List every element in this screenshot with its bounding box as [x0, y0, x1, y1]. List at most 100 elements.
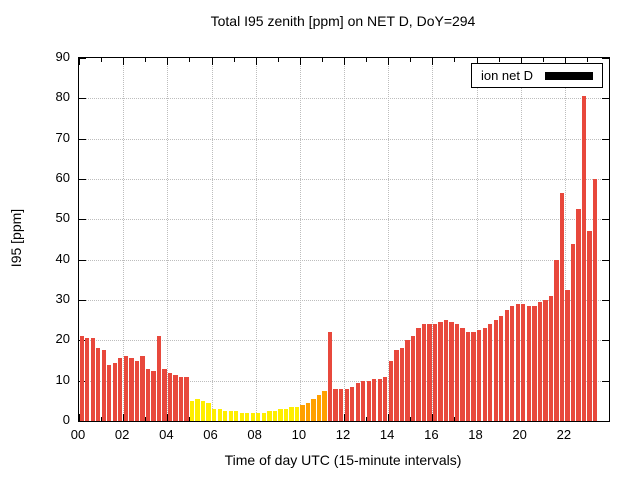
bar — [482, 328, 487, 421]
bar — [112, 362, 117, 421]
bar — [162, 368, 167, 421]
bar — [256, 412, 261, 421]
x-tick — [432, 58, 434, 65]
bar — [394, 350, 399, 421]
x-minor-tick — [189, 58, 191, 62]
bar — [195, 398, 200, 421]
y-tick — [602, 179, 609, 180]
legend: ion net D — [470, 63, 603, 88]
bar — [267, 410, 272, 421]
v-gridline — [388, 58, 390, 421]
y-tick-label: 60 — [55, 170, 70, 185]
x-minor-tick — [101, 58, 103, 62]
x-tick-label: 18 — [468, 427, 483, 442]
y-tick — [79, 421, 86, 422]
bar — [543, 300, 548, 421]
x-tick — [564, 58, 566, 65]
bar — [372, 378, 377, 421]
x-minor-tick — [233, 58, 235, 62]
bar — [388, 360, 393, 421]
x-tick-label: 06 — [203, 427, 218, 442]
v-gridline — [564, 58, 566, 421]
bar — [278, 408, 283, 421]
x-minor-tick — [542, 58, 544, 62]
bar — [548, 295, 554, 421]
bar — [570, 243, 576, 421]
y-tick-label: 50 — [55, 210, 70, 226]
legend-swatch — [545, 71, 593, 80]
bar — [300, 404, 305, 421]
bar — [438, 322, 443, 421]
x-minor-tick — [321, 58, 323, 62]
x-tick-label: 02 — [114, 427, 130, 442]
bar — [504, 310, 509, 421]
x-tick — [211, 58, 213, 65]
bar — [526, 306, 531, 421]
bar — [355, 382, 360, 421]
x-tick-label: 08 — [247, 427, 262, 442]
y-tick — [602, 259, 609, 261]
bar — [454, 324, 460, 421]
x-tick — [520, 58, 522, 65]
bar — [206, 402, 211, 421]
bar — [576, 209, 581, 421]
v-gridline — [432, 58, 434, 421]
bar — [432, 324, 438, 421]
bar — [399, 348, 405, 421]
bar — [223, 410, 228, 421]
bar — [189, 400, 195, 421]
y-tick — [602, 138, 609, 140]
bar — [427, 324, 432, 421]
bar — [554, 259, 559, 421]
bar — [283, 408, 289, 421]
bar — [200, 400, 206, 421]
y-tick-label: 0 — [62, 412, 70, 427]
bar — [327, 332, 333, 421]
y-tick — [79, 58, 86, 59]
bar — [449, 322, 454, 421]
bar — [471, 332, 476, 421]
bar — [145, 368, 151, 421]
y-tick — [79, 98, 86, 100]
legend-label: ion net D — [480, 68, 533, 83]
bar — [316, 394, 322, 421]
v-gridline — [123, 58, 125, 421]
bar — [465, 332, 471, 421]
y-tick — [602, 219, 609, 221]
v-gridline — [299, 58, 301, 421]
bar — [443, 320, 449, 421]
x-tick-label: 22 — [556, 427, 572, 442]
bar — [592, 179, 598, 421]
y-tick-label: 80 — [55, 89, 70, 105]
y-tick — [602, 98, 609, 100]
v-gridline — [167, 58, 169, 421]
y-tick — [79, 138, 86, 140]
y-tick — [79, 259, 86, 261]
bar — [515, 304, 520, 421]
bar — [178, 376, 184, 421]
bar — [581, 96, 587, 421]
y-tick — [79, 219, 86, 221]
bar — [129, 358, 134, 421]
x-tick-label: 16 — [424, 427, 439, 442]
bar — [156, 336, 162, 421]
bar — [173, 374, 178, 421]
x-tick — [255, 58, 257, 65]
y-tick-label: 90 — [55, 49, 70, 64]
bar — [217, 408, 222, 421]
plot-area: ion net D — [78, 57, 610, 422]
bar — [96, 348, 101, 421]
bar — [123, 356, 128, 421]
x-axis-title: Time of day UTC (15-minute intervals) — [224, 452, 462, 468]
bar — [118, 358, 123, 421]
x-tick-label: 12 — [335, 427, 351, 442]
bar — [305, 402, 311, 421]
bar — [559, 193, 565, 421]
x-minor-tick — [410, 58, 412, 62]
bar — [333, 388, 338, 421]
bar — [184, 376, 189, 421]
x-minor-tick — [277, 58, 279, 62]
bar — [477, 330, 482, 421]
bar — [366, 380, 371, 421]
x-tick — [344, 58, 345, 65]
